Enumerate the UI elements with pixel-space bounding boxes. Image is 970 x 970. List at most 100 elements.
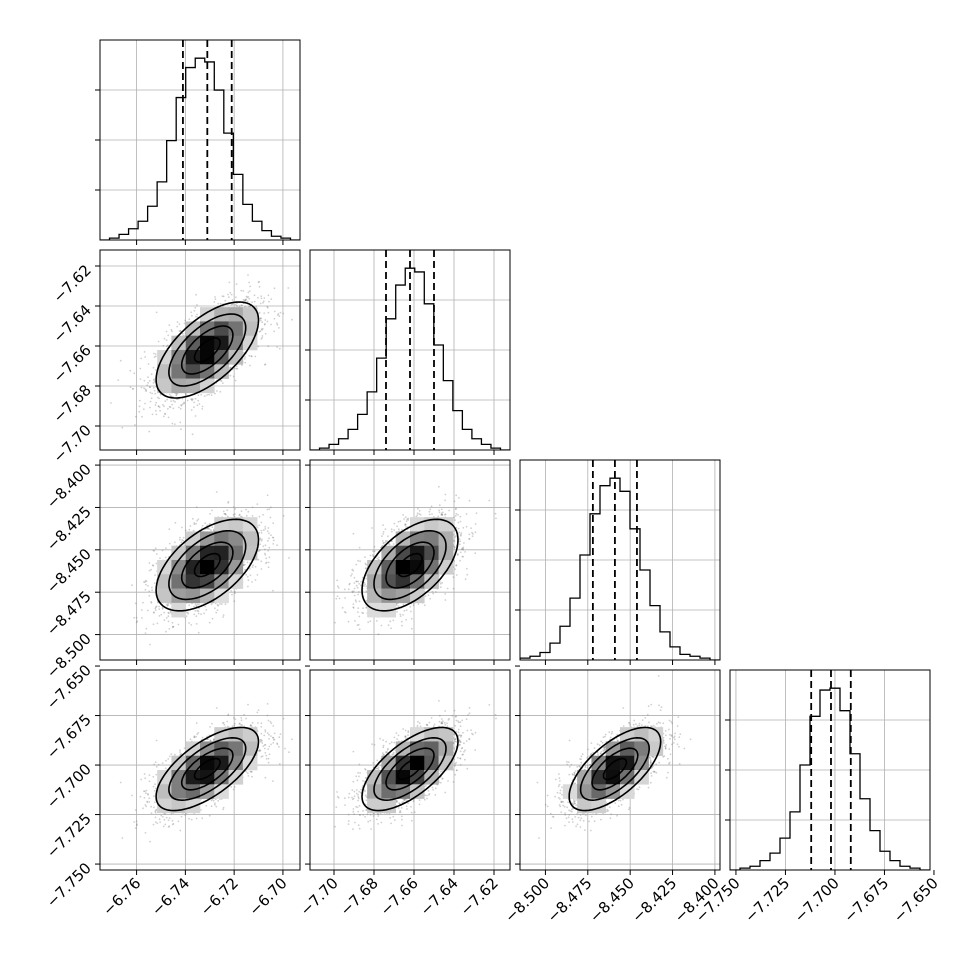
sample-point <box>248 567 251 570</box>
density-cell <box>157 350 172 365</box>
density-cell <box>381 770 397 785</box>
sample-point <box>389 620 392 623</box>
sample-point <box>131 388 134 390</box>
sample-point <box>557 796 560 799</box>
sample-point <box>357 797 360 800</box>
sample-point <box>142 408 145 411</box>
density-cell <box>228 517 244 532</box>
sample-point <box>264 752 267 754</box>
x-tick-label: −7.64 <box>417 874 462 919</box>
sample-point <box>250 770 253 773</box>
sample-point <box>196 519 199 522</box>
sample-point <box>268 753 271 756</box>
sample-point <box>391 530 393 533</box>
sample-point <box>266 530 269 532</box>
sample-point <box>251 506 254 509</box>
sample-point <box>201 405 204 408</box>
sample-point <box>263 297 266 299</box>
sample-point <box>268 300 270 303</box>
sample-point <box>370 828 372 830</box>
sample-point <box>377 633 380 636</box>
panel-content <box>310 250 510 450</box>
sample-point <box>152 611 155 614</box>
sample-point <box>230 786 233 788</box>
sample-point <box>356 624 359 626</box>
sample-point <box>164 556 167 559</box>
sample-point <box>410 805 412 808</box>
sample-point <box>149 840 151 843</box>
sample-point <box>217 799 220 802</box>
sample-point <box>599 753 602 755</box>
density-cell <box>214 545 229 561</box>
panel-content <box>310 460 510 660</box>
sample-point <box>155 606 157 609</box>
sample-point <box>267 561 270 564</box>
sample-point <box>403 798 406 801</box>
sample-point <box>377 556 380 559</box>
sample-point <box>441 770 443 772</box>
sample-point <box>670 734 673 737</box>
sample-point <box>156 822 159 825</box>
sample-point <box>143 379 146 382</box>
sample-point <box>260 529 263 532</box>
sample-point <box>572 774 574 776</box>
sample-point <box>355 789 358 791</box>
sample-point <box>144 581 146 583</box>
sample-point <box>260 297 263 300</box>
y-tick-label: −7.725 <box>43 810 95 862</box>
y-tick-label: −8.475 <box>43 587 95 639</box>
sample-point <box>140 386 143 389</box>
sample-point <box>438 714 441 717</box>
sample-point <box>668 761 671 764</box>
sample-point <box>179 421 182 424</box>
sample-point <box>210 799 213 802</box>
density-cell <box>185 574 201 589</box>
sample-point <box>235 365 238 368</box>
sample-point <box>273 738 276 741</box>
sample-point <box>200 798 203 801</box>
sample-point <box>454 519 456 521</box>
sample-point <box>465 718 468 721</box>
sample-point <box>266 508 269 511</box>
scatter-panel-3-0: −7.750−7.725−7.700−7.675−7.650−6.76 −6.74… <box>43 661 301 919</box>
sample-point <box>381 752 384 755</box>
sample-point <box>194 610 197 612</box>
sample-point <box>276 743 279 746</box>
sample-point <box>343 797 346 800</box>
sample-point <box>233 600 236 603</box>
sample-point <box>385 750 388 753</box>
sample-point <box>177 820 180 823</box>
sample-point <box>652 770 655 773</box>
sample-point <box>260 540 263 542</box>
sample-point <box>171 819 174 822</box>
sample-point <box>264 730 267 733</box>
sample-point <box>160 613 163 616</box>
sample-point <box>365 577 368 580</box>
sample-point <box>208 393 210 396</box>
sample-point <box>196 313 198 316</box>
sample-point <box>259 543 262 545</box>
sample-point <box>603 747 606 750</box>
sample-point <box>272 536 275 539</box>
density-cell <box>157 574 172 589</box>
sample-point <box>407 731 410 734</box>
sample-point <box>231 299 234 301</box>
sample-point <box>444 493 447 496</box>
panel-frame <box>519 669 721 871</box>
sample-point <box>365 782 368 785</box>
sample-point <box>249 364 251 367</box>
sample-point <box>566 806 568 809</box>
sample-point <box>270 743 272 746</box>
sample-point <box>369 819 372 822</box>
sample-point <box>264 363 267 366</box>
sample-point <box>224 513 227 515</box>
sample-point <box>168 542 171 545</box>
sample-point <box>604 746 607 749</box>
sample-point <box>249 285 252 288</box>
sample-point <box>262 529 265 531</box>
sample-point <box>458 743 461 746</box>
sample-point <box>188 528 191 531</box>
sample-point <box>446 722 448 725</box>
sample-point <box>167 620 170 623</box>
density-cell <box>648 741 664 757</box>
